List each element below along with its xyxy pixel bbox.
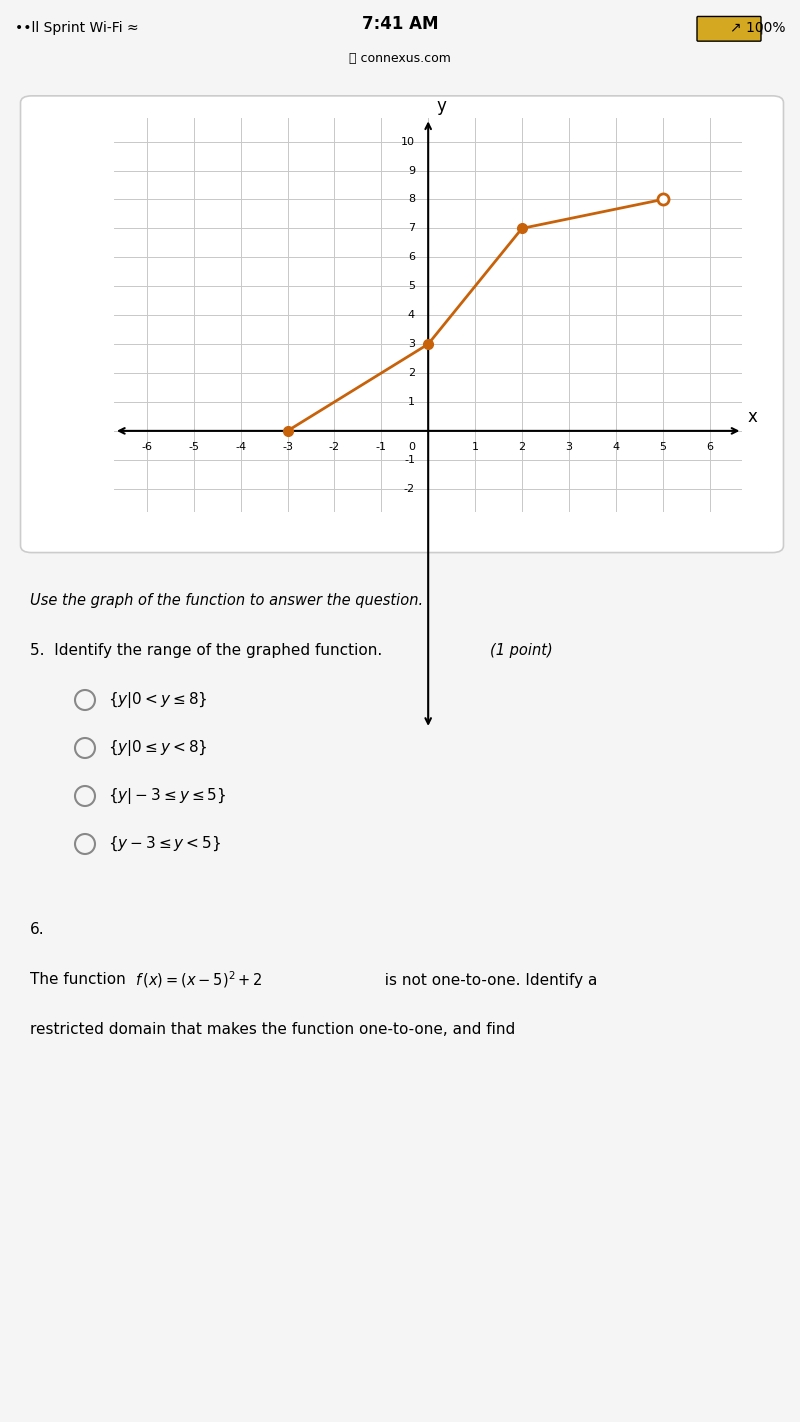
Text: y: y bbox=[437, 97, 446, 115]
Text: is not one-to-one. Identify a: is not one-to-one. Identify a bbox=[375, 973, 598, 987]
Text: -6: -6 bbox=[142, 442, 152, 452]
Text: -2: -2 bbox=[329, 442, 340, 452]
Text: (1 point): (1 point) bbox=[490, 643, 553, 657]
Text: 5: 5 bbox=[408, 282, 415, 292]
Text: 3: 3 bbox=[408, 338, 415, 348]
Text: -1: -1 bbox=[376, 442, 386, 452]
Text: 1: 1 bbox=[471, 442, 478, 452]
Text: $\{y-3 \leq y < 5\}$: $\{y-3 \leq y < 5\}$ bbox=[108, 835, 221, 853]
Text: 5.  Identify the range of the graphed function.: 5. Identify the range of the graphed fun… bbox=[30, 643, 382, 657]
Text: -1: -1 bbox=[404, 455, 415, 465]
Text: -2: -2 bbox=[404, 483, 415, 493]
Text: 🔒 connexus.com: 🔒 connexus.com bbox=[349, 53, 451, 65]
Text: The function: The function bbox=[30, 973, 135, 987]
Text: 2: 2 bbox=[518, 442, 526, 452]
FancyBboxPatch shape bbox=[697, 17, 761, 41]
Text: 10: 10 bbox=[401, 137, 415, 146]
Text: 7:41 AM: 7:41 AM bbox=[362, 14, 438, 33]
Text: 6.: 6. bbox=[30, 923, 45, 937]
FancyBboxPatch shape bbox=[21, 95, 783, 553]
Text: 7: 7 bbox=[408, 223, 415, 233]
Text: $\{y|0 < y \leq 8\}$: $\{y|0 < y \leq 8\}$ bbox=[108, 690, 207, 710]
Text: Use the graph of the function to answer the question.: Use the graph of the function to answer … bbox=[30, 593, 423, 607]
Text: 1: 1 bbox=[408, 397, 415, 407]
Text: 4: 4 bbox=[408, 310, 415, 320]
Text: 6: 6 bbox=[706, 442, 713, 452]
Text: 2: 2 bbox=[408, 368, 415, 378]
Text: 4: 4 bbox=[612, 442, 619, 452]
Text: 9: 9 bbox=[408, 165, 415, 175]
Text: -4: -4 bbox=[235, 442, 246, 452]
Text: 8: 8 bbox=[408, 195, 415, 205]
Text: $\it{f}\,(x)=(x-5)^2+2$: $\it{f}\,(x)=(x-5)^2+2$ bbox=[135, 970, 263, 990]
Text: ••ll Sprint Wi-Fi ≈: ••ll Sprint Wi-Fi ≈ bbox=[15, 21, 138, 34]
Text: $\{y|0 \leq y < 8\}$: $\{y|0 \leq y < 8\}$ bbox=[108, 738, 207, 758]
Text: restricted domain that makes the function one-to-one, and find: restricted domain that makes the functio… bbox=[30, 1022, 515, 1038]
Text: 3: 3 bbox=[566, 442, 572, 452]
Text: 0: 0 bbox=[408, 442, 415, 452]
Text: 6: 6 bbox=[408, 252, 415, 262]
Text: $\{y|-3 \leq y \leq 5\}$: $\{y|-3 \leq y \leq 5\}$ bbox=[108, 786, 226, 806]
Text: ↗ 100%: ↗ 100% bbox=[730, 21, 785, 34]
Text: 5: 5 bbox=[659, 442, 666, 452]
Text: |: | bbox=[760, 24, 764, 34]
Text: x: x bbox=[748, 408, 758, 425]
Text: -3: -3 bbox=[282, 442, 293, 452]
Text: -5: -5 bbox=[188, 442, 199, 452]
